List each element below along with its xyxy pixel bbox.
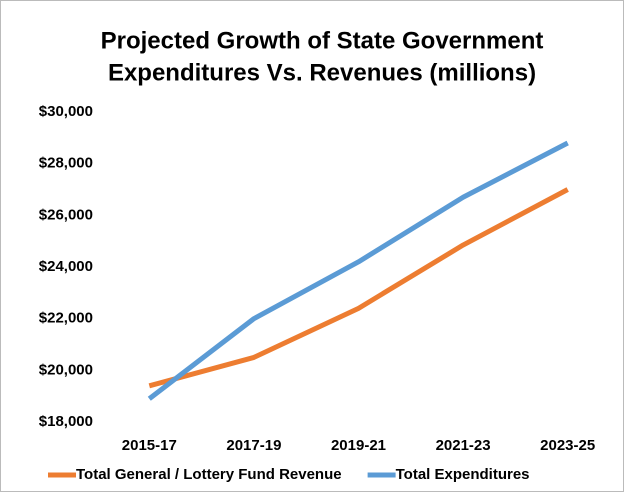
x-tick-label: 2017-19: [226, 437, 281, 454]
y-tick-label: $30,000: [39, 103, 93, 120]
y-tick-label: $18,000: [39, 413, 93, 430]
legend-label: Total General / Lottery Fund Revenue: [76, 466, 342, 483]
y-tick-label: $28,000: [39, 155, 93, 172]
legend-label: Total Expenditures: [396, 466, 530, 483]
y-tick-label: $22,000: [39, 310, 93, 327]
y-tick-label: $24,000: [39, 258, 93, 275]
y-tick-label: $26,000: [39, 206, 93, 223]
series-line: [147, 140, 569, 401]
x-tick-label: 2015-17: [122, 437, 177, 454]
x-tick-label: 2019-21: [331, 437, 386, 454]
chart-title: Projected Growth of State Government: [101, 27, 544, 54]
x-tick-label: 2023-25: [540, 437, 595, 454]
chart-title: Expenditures Vs. Revenues (millions): [108, 59, 536, 86]
y-tick-label: $20,000: [39, 361, 93, 378]
series-line: [148, 187, 569, 389]
x-tick-label: 2021-23: [436, 437, 491, 454]
